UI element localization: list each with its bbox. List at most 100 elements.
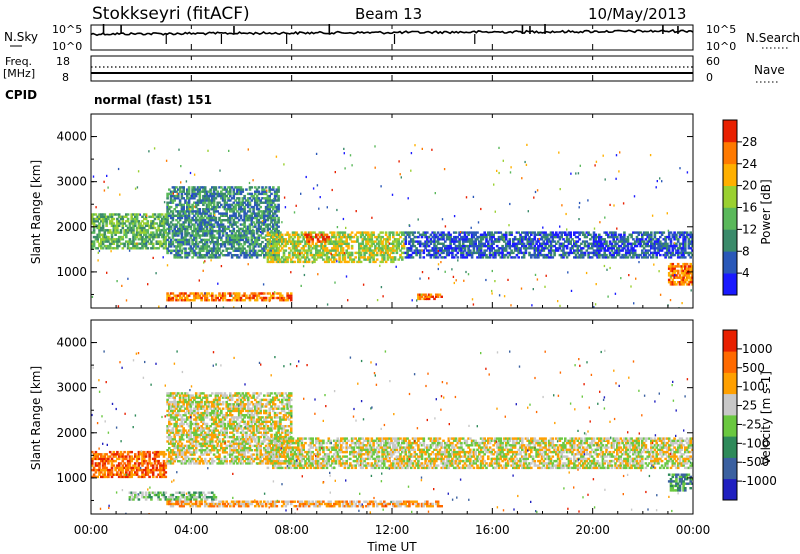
range-gate-cell <box>108 215 112 218</box>
range-gate-cell <box>223 243 227 246</box>
range-gate-cell <box>196 208 200 211</box>
range-gate-cell <box>164 238 168 241</box>
range-gate-cell <box>424 293 427 296</box>
range-gate-cell <box>110 217 114 221</box>
range-gate-cell <box>633 242 637 245</box>
range-gate-cell <box>313 253 316 257</box>
range-gate-cell <box>325 260 329 264</box>
range-gate-cell <box>248 225 252 228</box>
range-gate-cell <box>320 242 323 245</box>
range-gate-cell <box>338 258 341 261</box>
range-gate-cell <box>121 226 125 230</box>
range-gate-cell <box>270 231 273 234</box>
range-gate-cell <box>388 249 391 252</box>
range-gate-cell <box>666 249 669 252</box>
scatter-cell <box>509 171 512 174</box>
range-gate-cell <box>234 199 237 202</box>
range-gate-cell <box>94 468 98 472</box>
range-gate-cell <box>273 192 277 196</box>
range-gate-cell <box>461 240 465 243</box>
range-gate-cell <box>583 244 587 248</box>
range-gate-cell <box>225 212 228 215</box>
range-gate-cell <box>171 201 175 204</box>
scatter-cell <box>145 242 147 245</box>
range-gate-cell <box>230 254 234 257</box>
range-gate-cell <box>578 238 581 241</box>
range-gate-cell <box>689 233 692 236</box>
range-gate-cell <box>211 238 214 242</box>
range-gate-cell <box>433 233 436 236</box>
range-gate-cell <box>257 192 261 196</box>
range-gate-cell <box>132 247 135 250</box>
range-gate-cell <box>598 242 601 245</box>
range-gate-cell <box>214 236 218 239</box>
range-gate-cell <box>673 269 676 273</box>
range-gate-cell <box>141 473 144 476</box>
range-gate-cell <box>139 233 142 236</box>
range-gate-cell <box>178 414 182 417</box>
scatter-cell <box>117 305 120 308</box>
range-gate-cell <box>252 221 255 224</box>
range-gate-cell <box>261 201 264 204</box>
range-gate-cell <box>599 240 603 243</box>
range-gate-cell <box>117 462 121 465</box>
range-gate-cell <box>157 462 160 465</box>
range-gate-cell <box>166 457 169 461</box>
range-gate-cell <box>252 225 255 228</box>
range-gate-cell <box>492 256 495 259</box>
range-gate-cell <box>318 253 322 257</box>
range-gate-cell <box>130 215 133 218</box>
range-gate-cell <box>524 249 528 252</box>
range-gate-cell <box>107 457 110 461</box>
range-gate-cell <box>186 240 189 244</box>
range-gate-cell <box>168 188 171 191</box>
range-gate-cell <box>288 253 291 257</box>
range-gate-cell <box>263 292 266 295</box>
range-gate-cell <box>306 238 309 241</box>
range-gate-cell <box>169 197 173 200</box>
range-gate-cell <box>121 468 125 472</box>
range-gate-cell <box>191 292 194 295</box>
range-gate-cell <box>212 190 216 193</box>
range-gate-cell <box>508 251 512 255</box>
range-gate-cell <box>438 242 442 245</box>
range-gate-cell <box>160 224 164 227</box>
range-gate-cell <box>223 214 227 217</box>
range-gate-cell <box>268 227 271 231</box>
range-gate-cell <box>590 244 594 248</box>
range-gate-cell <box>338 256 341 259</box>
range-gate-cell <box>159 242 162 245</box>
range-gate-cell <box>168 407 171 410</box>
range-gate-cell <box>565 235 569 239</box>
range-gate-cell <box>259 199 262 202</box>
range-gate-cell <box>196 296 200 300</box>
range-gate-cell <box>392 247 395 250</box>
range-gate-cell <box>293 242 297 245</box>
range-gate-cell <box>508 242 512 245</box>
range-gate-cell <box>316 253 320 257</box>
range-gate-cell <box>478 247 481 250</box>
range-gate-cell <box>143 226 146 230</box>
range-gate-cell <box>409 249 413 252</box>
range-gate-cell <box>173 254 176 257</box>
range-gate-cell <box>186 234 189 237</box>
range-gate-cell <box>612 244 615 248</box>
range-gate-cell <box>177 431 180 434</box>
range-gate-cell <box>553 233 556 236</box>
range-gate-cell <box>273 227 277 231</box>
scatter-cell <box>649 154 652 157</box>
range-gate-cell <box>623 256 626 259</box>
scatter-cell <box>531 304 533 307</box>
range-gate-cell <box>470 242 474 245</box>
range-gate-cell <box>92 242 96 245</box>
range-gate-cell <box>682 238 685 241</box>
range-gate-cell <box>92 466 96 470</box>
colorbar-segment <box>723 229 737 252</box>
range-gate-cell <box>646 231 649 234</box>
range-gate-cell <box>483 242 486 245</box>
range-gate-cell <box>323 238 327 241</box>
range-gate-cell <box>268 296 271 300</box>
range-gate-cell <box>560 235 563 239</box>
range-gate-cell <box>264 254 268 257</box>
range-gate-cell <box>218 249 221 252</box>
